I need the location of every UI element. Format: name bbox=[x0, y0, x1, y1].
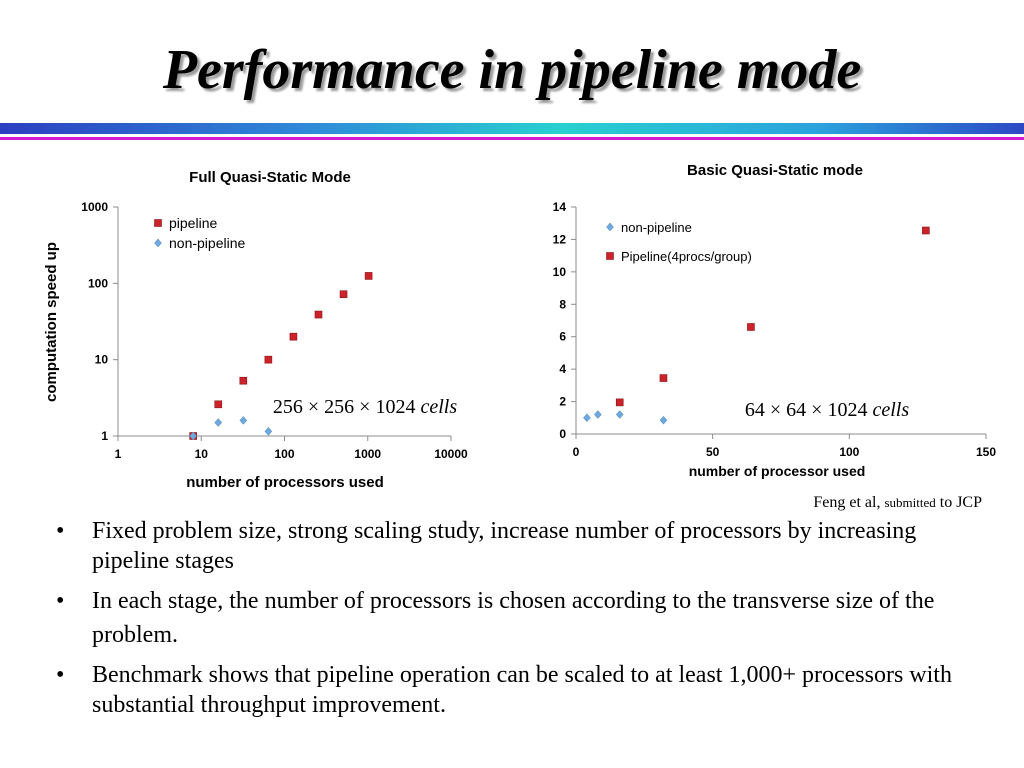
basic-quasi-static-chart: Basic Quasi-Static mode 0 50 100 150 0 2 4 6 8 10 1… bbox=[553, 162, 997, 479]
bullet-symbol: • bbox=[56, 662, 65, 688]
y-tick-label: 100 bbox=[88, 276, 108, 290]
data-point-pipeline-4procs-group bbox=[659, 374, 668, 382]
x-tick-label: 100 bbox=[839, 445, 859, 459]
legend-marker-pipeline-4procs-group bbox=[606, 252, 614, 260]
y-tick-label: 4 bbox=[559, 362, 566, 376]
y-tick-label: 12 bbox=[553, 232, 567, 246]
data-point-non-pipeline bbox=[594, 410, 602, 419]
data-point-pipeline bbox=[214, 400, 223, 409]
bullet-symbol: • bbox=[56, 588, 65, 614]
bullet-symbol: • bbox=[56, 518, 65, 544]
y-tick-label: 14 bbox=[553, 200, 567, 214]
y-tick-label: 1000 bbox=[81, 200, 108, 214]
data-point-non-pipeline bbox=[615, 410, 624, 419]
bullet-text: In each stage, the number of processors … bbox=[92, 588, 935, 648]
data-point-pipeline bbox=[289, 332, 298, 341]
y-axis-label: computation speed up bbox=[43, 242, 60, 402]
data-point-pipeline-4procs-group bbox=[615, 398, 624, 407]
citation: Feng et al, submitted to JCP bbox=[813, 494, 982, 512]
x-tick-label: 1000 bbox=[354, 447, 381, 461]
data-point-non-pipeline bbox=[659, 415, 668, 425]
slide-title: Performance in pipeline mode bbox=[162, 39, 862, 101]
data-point-pipeline-4procs-group bbox=[922, 226, 930, 235]
legend-label-pipeline-4procs-group: Pipeline(4procs/group) bbox=[621, 249, 752, 264]
problem-size-unit: cells bbox=[872, 399, 909, 421]
y-tick-label: 8 bbox=[559, 297, 566, 311]
citation-venue: to JCP bbox=[939, 494, 982, 511]
y-tick-label: 10 bbox=[95, 353, 109, 367]
problem-size-unit: cells bbox=[420, 396, 457, 418]
legend-label-non-pipeline: non-pipeline bbox=[621, 220, 692, 235]
legend-label-pipeline: pipeline bbox=[169, 215, 217, 231]
problem-size-annotation: 256 × 256 × 1024 cells bbox=[273, 396, 457, 418]
legend-marker-non-pipeline bbox=[154, 238, 162, 248]
x-axis-label: number of processor used bbox=[689, 463, 866, 479]
x-tick-label: 0 bbox=[573, 445, 580, 459]
data-point-non-pipeline bbox=[189, 431, 198, 441]
y-tick-label: 1 bbox=[101, 429, 108, 443]
data-point-non-pipeline bbox=[239, 416, 248, 425]
citation-status: submitted bbox=[884, 495, 936, 510]
chart-title: Full Quasi-Static Mode bbox=[189, 169, 351, 186]
x-tick-label: 1 bbox=[115, 447, 122, 461]
x-tick-label: 50 bbox=[706, 445, 720, 459]
legend-marker-non-pipeline bbox=[606, 222, 614, 232]
x-axis-label: number of processors used bbox=[186, 474, 384, 491]
data-point-pipeline bbox=[264, 355, 273, 364]
problem-size-dims: 64 × 64 × 1024 bbox=[745, 399, 873, 421]
x-tick-label: 10000 bbox=[434, 447, 468, 461]
bullet-list: • Fixed problem size, strong scaling stud… bbox=[56, 516, 976, 728]
data-point-pipeline bbox=[364, 272, 373, 280]
bullet-item: • Fixed problem size, strong scaling stud… bbox=[56, 516, 976, 576]
title-rule-gradient bbox=[0, 123, 1024, 134]
bullet-item: • Benchmark shows that pipeline operation… bbox=[56, 660, 976, 720]
data-point-pipeline-4procs-group bbox=[747, 323, 755, 331]
data-point-pipeline bbox=[339, 290, 348, 299]
bullet-text: Benchmark shows that pipeline operation … bbox=[92, 662, 952, 718]
y-tick-label: 0 bbox=[559, 427, 566, 441]
problem-size-dims: 256 × 256 × 1024 bbox=[273, 396, 421, 418]
y-tick-label: 6 bbox=[559, 330, 566, 344]
bullet-item: • In each stage, the number of processors… bbox=[56, 584, 976, 652]
full-quasi-static-chart: Full Quasi-Static Mode 1 10 100 1000 10000 1 10… bbox=[43, 169, 468, 491]
y-tick-label: 2 bbox=[559, 395, 566, 409]
y-tick-label: 10 bbox=[553, 265, 567, 279]
data-point-pipeline bbox=[314, 310, 323, 319]
x-tick-label: 10 bbox=[195, 447, 209, 461]
x-tick-label: 150 bbox=[976, 445, 996, 459]
data-point-non-pipeline bbox=[583, 413, 591, 423]
data-point-non-pipeline bbox=[264, 426, 273, 436]
data-point-non-pipeline bbox=[214, 418, 223, 427]
problem-size-annotation: 64 × 64 × 1024 cells bbox=[745, 399, 909, 421]
legend-label-non-pipeline: non-pipeline bbox=[169, 235, 245, 251]
x-tick-label: 100 bbox=[274, 447, 294, 461]
citation-author: Feng et al, bbox=[813, 494, 881, 511]
data-point-pipeline bbox=[239, 376, 248, 385]
bullet-text: Fixed problem size, strong scaling study… bbox=[92, 518, 917, 574]
title-rule-magenta bbox=[0, 137, 1024, 140]
chart-title: Basic Quasi-Static mode bbox=[687, 162, 863, 179]
legend-marker-pipeline bbox=[154, 219, 162, 227]
